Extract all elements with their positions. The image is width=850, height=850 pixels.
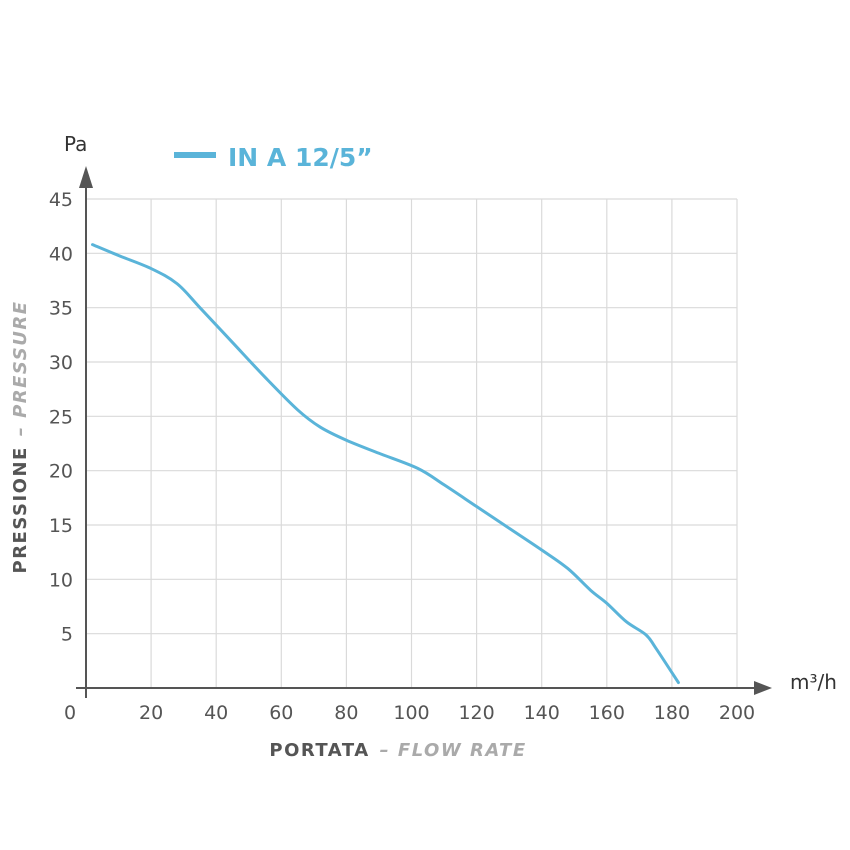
x-tick-label: 0 <box>64 702 76 724</box>
y-axis-title: PRESSIONE – PRESSURE <box>10 300 31 573</box>
x-tick-label: 60 <box>269 702 293 724</box>
x-tick-label: 180 <box>654 702 690 724</box>
y-tick-label: 15 <box>49 515 73 537</box>
y-tick-label: 10 <box>49 569 73 591</box>
x-tick-label: 120 <box>458 702 494 724</box>
y-unit-label: Pa <box>64 132 87 156</box>
series-layer <box>91 243 680 685</box>
y-tick-label: 45 <box>49 189 73 211</box>
x-unit-label: m³/h <box>790 670 837 694</box>
series-line <box>91 243 680 685</box>
x-axis-title-main: PORTATA <box>269 740 369 761</box>
legend-label: IN A 12/5” <box>228 143 373 172</box>
x-tick-label: 80 <box>334 702 358 724</box>
x-tick-label: 100 <box>393 702 429 724</box>
y-tick-label: 35 <box>49 298 73 320</box>
x-tick-label: 200 <box>719 702 755 724</box>
y-tick-label: 20 <box>49 461 73 483</box>
x-tick-label: 160 <box>589 702 625 724</box>
x-tick-label: 40 <box>204 702 228 724</box>
x-tick-label: 140 <box>524 702 560 724</box>
legend: IN A 12/5” <box>174 143 373 172</box>
x-axis-title-sub: – FLOW RATE <box>380 740 527 761</box>
x-axis-title: PORTATA – FLOW RATE <box>269 740 526 761</box>
x-axis-arrow <box>754 681 772 695</box>
x-tick-label: 20 <box>139 702 163 724</box>
y-axis-arrow <box>79 166 93 188</box>
y-axis-title-main: PRESSIONE <box>10 446 31 573</box>
y-tick-label: 5 <box>61 624 73 646</box>
axes <box>76 166 772 698</box>
grid <box>86 198 738 688</box>
y-tick-label: 30 <box>49 352 73 374</box>
y-tick-label: 25 <box>49 406 73 428</box>
y-tick-label: 40 <box>49 243 73 265</box>
tick-labels: 0 20 40 60 80 100 120 140 160 180 200 5 10 15 20 25 30 35… <box>49 189 755 724</box>
y-axis-title-sub: – PRESSURE <box>10 300 31 436</box>
